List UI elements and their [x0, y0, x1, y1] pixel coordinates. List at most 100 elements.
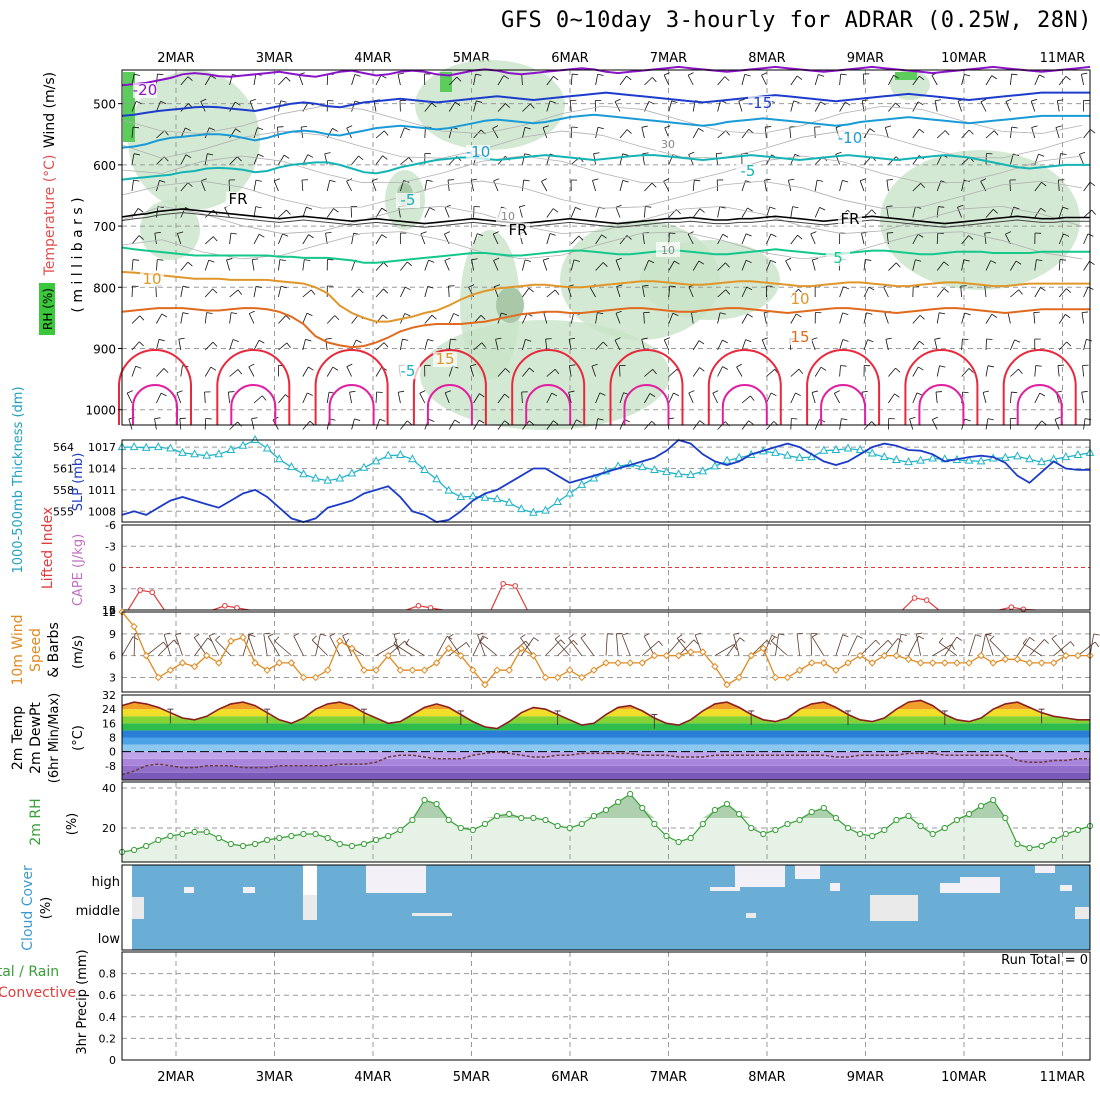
wind-barb — [570, 235, 580, 245]
wind-barb — [644, 206, 646, 218]
wind-barb — [931, 75, 938, 86]
wind-barb — [384, 130, 389, 136]
wind-barb — [227, 392, 230, 404]
axis-title: Total / Rain — [0, 964, 59, 980]
panel-frame — [121, 694, 1091, 781]
wind-barb — [131, 74, 135, 86]
wind-barb — [663, 74, 670, 86]
wind-barb — [1056, 390, 1063, 393]
wind-barb — [912, 183, 921, 192]
isotherm-line — [121, 208, 1090, 225]
y-tick-label: 1014 — [88, 463, 116, 476]
contour-label: 10 — [790, 290, 809, 308]
wind-barb — [1035, 365, 1042, 367]
rh-point — [421, 796, 428, 804]
wind-barb — [229, 101, 236, 112]
cloud-gap — [366, 865, 426, 893]
rh-point — [590, 812, 598, 820]
thickness-point — [1025, 454, 1034, 463]
wind-barb — [351, 339, 357, 351]
wind-barb — [283, 154, 290, 159]
wind-barb — [400, 339, 403, 351]
wind-barb — [427, 286, 434, 289]
wind-speed-point — [928, 659, 937, 667]
wind-barb — [375, 262, 384, 271]
wind-barb — [980, 178, 987, 182]
wind-barb — [293, 633, 300, 637]
wind-barb — [1083, 339, 1087, 351]
wind-barb — [1089, 633, 1095, 656]
wind-speed-point — [565, 666, 574, 674]
wind-barb — [158, 639, 175, 656]
rh-point — [772, 826, 779, 834]
wind-barb — [621, 634, 631, 656]
wind-barb — [738, 100, 743, 112]
wind-barb — [919, 340, 925, 346]
wind-barb — [644, 369, 654, 377]
wind-barb — [951, 644, 955, 650]
thickness-point — [371, 456, 381, 465]
thickness-point — [468, 491, 478, 500]
wind-barb — [393, 643, 413, 656]
wind-barb — [420, 231, 427, 235]
wind-barb — [212, 341, 218, 347]
wind-barb — [1058, 206, 1064, 218]
wind-barb — [447, 180, 450, 192]
wind-barb — [1089, 181, 1096, 187]
rh-point — [736, 810, 743, 818]
wind-barb — [345, 638, 350, 645]
wind-barb — [247, 632, 254, 636]
rh-point — [348, 842, 355, 850]
wind-barb — [961, 74, 965, 86]
wind-barb — [350, 206, 352, 218]
wind-barb — [619, 129, 628, 139]
wind-barb — [614, 340, 621, 351]
wind-barb — [716, 152, 723, 154]
wind-barb — [745, 233, 752, 237]
wind-barb — [842, 634, 849, 638]
rh-point — [360, 840, 368, 848]
wind-barb — [1010, 127, 1013, 139]
rh-point — [965, 810, 973, 818]
cloud-gap — [795, 865, 820, 879]
rh-point — [1014, 840, 1021, 848]
wind-barb — [420, 233, 426, 245]
wind-barb — [255, 179, 262, 182]
wind-barb — [939, 642, 958, 656]
wind-barb — [533, 637, 539, 642]
thickness-point — [238, 440, 248, 449]
wind-barb — [863, 312, 867, 324]
wind-barb — [206, 312, 213, 314]
wind-barb — [528, 420, 535, 425]
wind-barb — [622, 632, 629, 636]
wind-barb — [692, 340, 700, 351]
wind-barb — [480, 315, 486, 320]
wind-barb — [185, 154, 192, 159]
wind-barb — [1065, 314, 1071, 319]
cloud-gap — [1060, 885, 1072, 891]
wind-barb — [444, 260, 450, 271]
wind-barb — [985, 634, 994, 656]
y-tick-label: 6 — [109, 650, 116, 663]
wind-barb — [204, 366, 212, 377]
wind-barb — [448, 285, 450, 298]
wind-barb — [204, 236, 214, 245]
contour-label: -20 — [133, 81, 158, 99]
cloud-level-label: low — [98, 932, 121, 947]
wind-barb — [875, 639, 881, 645]
isotherm-line — [511, 349, 586, 425]
temperature-band — [122, 716, 1090, 724]
wind-barb — [1082, 365, 1084, 377]
wind-barb — [573, 639, 578, 645]
wind-speed-point — [215, 659, 223, 667]
wind-barb — [408, 157, 413, 163]
wind-barb — [1081, 390, 1088, 393]
contour-label: -15 — [748, 94, 773, 112]
wind-barb — [745, 259, 752, 264]
wind-barb — [278, 394, 286, 404]
axis-title: ( m i l l i b a r s ) — [70, 197, 86, 312]
wind-barb — [132, 636, 139, 641]
rh-shading — [140, 200, 200, 260]
wind-barb — [212, 288, 218, 294]
wind-barb — [790, 313, 797, 324]
